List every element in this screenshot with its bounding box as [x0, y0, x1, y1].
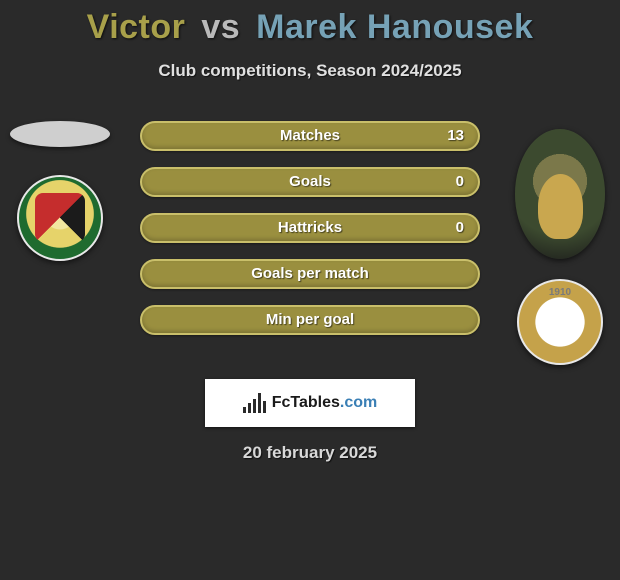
player2-team-badge — [517, 279, 603, 365]
branding-prefix: Fc — [272, 394, 291, 411]
stat-label: Matches — [280, 127, 340, 144]
branding-domain: .com — [340, 394, 377, 411]
branding-badge: FcTables.com — [205, 379, 415, 427]
stat-label: Min per goal — [266, 311, 354, 328]
stat-label: Goals — [289, 173, 331, 190]
branding-main: Tables — [290, 394, 340, 411]
right-player-column — [510, 129, 610, 365]
player1-name: Victor — [87, 8, 186, 46]
stat-value-right: 0 — [456, 173, 464, 190]
subtitle: Club competitions, Season 2024/2025 — [0, 61, 620, 81]
player2-name: Marek Hanousek — [256, 8, 533, 46]
stat-value-right: 0 — [456, 219, 464, 236]
vs-label: vs — [201, 8, 240, 46]
stat-value-right: 13 — [447, 127, 464, 144]
stats-area: Matches 13 Goals 0 Hattricks 0 Goals per… — [0, 121, 620, 361]
comparison-title: Victor vs Marek Hanousek — [0, 6, 620, 49]
branding-text: FcTables.com — [272, 394, 378, 412]
player1-avatar-placeholder — [10, 121, 110, 147]
header: Victor vs Marek Hanousek — [0, 0, 620, 49]
player1-team-badge — [17, 175, 103, 261]
stat-pills: Matches 13 Goals 0 Hattricks 0 Goals per… — [140, 121, 480, 335]
stat-label: Hattricks — [278, 219, 342, 236]
stat-row-goals-per-match: Goals per match — [140, 259, 480, 289]
stat-row-min-per-goal: Min per goal — [140, 305, 480, 335]
stat-label: Goals per match — [251, 265, 369, 282]
left-player-column — [10, 121, 110, 261]
stat-row-matches: Matches 13 — [140, 121, 480, 151]
bar-chart-icon — [243, 393, 266, 413]
date-label: 20 february 2025 — [0, 443, 620, 463]
stat-row-hattricks: Hattricks 0 — [140, 213, 480, 243]
stat-row-goals: Goals 0 — [140, 167, 480, 197]
player2-photo — [515, 129, 605, 259]
